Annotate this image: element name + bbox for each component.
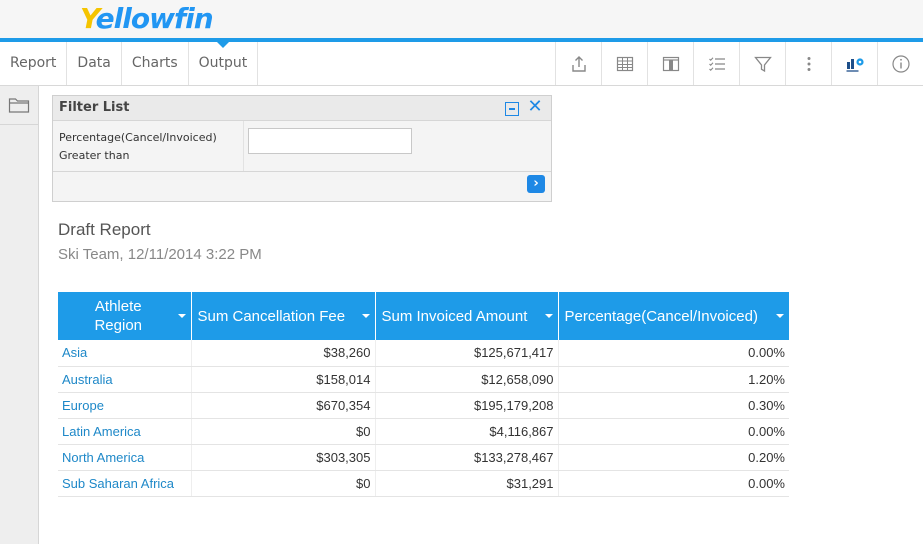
sort-arrow-icon[interactable] xyxy=(177,314,186,318)
table-header-row: Athlete Region Sum Cancellation Fee Sum … xyxy=(58,292,789,340)
chart-settings-button[interactable] xyxy=(831,42,877,85)
close-icon[interactable]: ✕ xyxy=(527,96,543,117)
invoiced-amount-cell: $195,179,208 xyxy=(375,392,559,419)
region-cell[interactable]: Europe xyxy=(58,392,192,419)
info-icon xyxy=(891,54,910,73)
table-icon xyxy=(616,56,633,71)
sort-list-button[interactable] xyxy=(693,42,739,85)
percentage-cell: 1.20% xyxy=(558,366,789,393)
percentage-cell: 0.00% xyxy=(558,340,789,367)
cancellation-fee-cell: $670,354 xyxy=(191,392,376,419)
export-button[interactable] xyxy=(555,42,601,85)
header-label: Sum Invoiced Amount xyxy=(381,307,528,325)
tab-charts[interactable]: Charts xyxy=(122,42,189,85)
report-toolbar: Report Data Charts Output xyxy=(0,42,923,86)
report-subtitle: Ski Team, 12/11/2014 3:22 PM xyxy=(58,246,262,263)
filter-value-input[interactable] xyxy=(248,128,412,154)
column-header-invoiced-amount[interactable]: Sum Invoiced Amount xyxy=(375,292,559,340)
logo-y: Y xyxy=(80,2,97,35)
header-line: Region xyxy=(94,317,143,334)
tab-output[interactable]: Output xyxy=(189,42,259,85)
filter-icon xyxy=(753,56,772,72)
export-icon xyxy=(571,55,586,72)
invoiced-amount-cell: $12,658,090 xyxy=(375,366,559,393)
builder-tabs: Report Data Charts Output xyxy=(0,42,259,85)
filter-panel-title: Filter List xyxy=(59,100,130,115)
apply-filter-arrow-icon[interactable]: › xyxy=(527,175,545,193)
info-button[interactable] xyxy=(877,42,923,85)
filter-panel-header: Filter List ✕ xyxy=(53,96,551,121)
minimize-icon[interactable] xyxy=(505,102,519,116)
cancellation-fee-cell: $38,260 xyxy=(191,340,376,367)
columns-icon xyxy=(662,56,679,71)
header-accent-bar xyxy=(0,38,923,42)
column-header-athlete-region[interactable]: Athlete Region xyxy=(58,292,192,340)
column-header-cancellation-fee[interactable]: Sum Cancellation Fee xyxy=(191,292,376,340)
cancellation-fee-cell: $303,305 xyxy=(191,444,376,471)
folder-icon xyxy=(8,98,30,113)
report-table: Athlete Region Sum Cancellation Fee Sum … xyxy=(58,292,789,497)
table-row: Europe $670,354 $195,179,208 0.30% xyxy=(58,392,789,419)
sort-arrow-icon[interactable] xyxy=(361,314,370,318)
percentage-cell: 0.30% xyxy=(558,392,789,419)
sort-arrow-icon[interactable] xyxy=(776,314,784,318)
left-rail xyxy=(0,86,39,544)
browse-folder-button[interactable] xyxy=(0,86,38,125)
header-line: Athlete xyxy=(94,298,142,315)
filter-list-panel: Filter List ✕ Percentage(Cancel/Invoiced… xyxy=(52,95,552,202)
cancellation-fee-cell: $0 xyxy=(191,470,376,497)
chart-settings-icon xyxy=(846,57,864,72)
tab-report[interactable]: Report xyxy=(0,42,68,85)
table-row: Latin America $0 $4,116,867 0.00% xyxy=(58,418,789,445)
yellowfin-logo[interactable]: Yellowfin xyxy=(80,2,214,36)
table-row: Sub Saharan Africa $0 $31,291 0.00% xyxy=(58,470,789,497)
invoiced-amount-cell: $31,291 xyxy=(375,470,559,497)
filter-field-name: Percentage(Cancel/Invoiced) xyxy=(59,131,217,144)
invoiced-amount-cell: $125,671,417 xyxy=(375,340,559,367)
more-icon xyxy=(807,56,810,71)
region-cell[interactable]: Sub Saharan Africa xyxy=(58,470,192,497)
region-cell[interactable]: Latin America xyxy=(58,418,192,445)
table-row: Australia $158,014 $12,658,090 1.20% xyxy=(58,366,789,393)
toolbar-tools xyxy=(555,42,923,85)
region-cell[interactable]: Asia xyxy=(58,340,192,367)
cancellation-fee-cell: $158,014 xyxy=(191,366,376,393)
filter-operator: Greater than xyxy=(59,149,130,162)
region-cell[interactable]: Australia xyxy=(58,366,192,393)
region-cell[interactable]: North America xyxy=(58,444,192,471)
percentage-cell: 0.00% xyxy=(558,470,789,497)
app-header: Yellowfin xyxy=(0,0,923,38)
header-label: Percentage(Cancel/Invoiced) xyxy=(564,307,758,325)
column-header-percentage[interactable]: Percentage(Cancel/Invoiced) xyxy=(558,292,789,340)
logo-text: ellowfin xyxy=(95,2,214,35)
table-row: North America $303,305 $133,278,467 0.20… xyxy=(58,444,789,471)
cancellation-fee-cell: $0 xyxy=(191,418,376,445)
columns-button[interactable] xyxy=(647,42,693,85)
table-row: Asia $38,260 $125,671,417 0.00% xyxy=(58,340,789,367)
more-options-button[interactable] xyxy=(785,42,831,85)
percentage-cell: 0.00% xyxy=(558,418,789,445)
tab-data[interactable]: Data xyxy=(67,42,122,85)
percentage-cell: 0.20% xyxy=(558,444,789,471)
header-label: Sum Cancellation Fee xyxy=(197,307,346,325)
filter-button[interactable] xyxy=(739,42,785,85)
sort-arrow-icon[interactable] xyxy=(544,314,553,318)
invoiced-amount-cell: $4,116,867 xyxy=(375,418,559,445)
table-button[interactable] xyxy=(601,42,647,85)
filter-divider xyxy=(243,121,244,171)
report-title: Draft Report xyxy=(58,220,151,239)
invoiced-amount-cell: $133,278,467 xyxy=(375,444,559,471)
filter-row: Percentage(Cancel/Invoiced) Greater than xyxy=(53,121,551,172)
list-icon xyxy=(708,56,725,71)
filter-label: Percentage(Cancel/Invoiced) Greater than xyxy=(59,129,229,165)
